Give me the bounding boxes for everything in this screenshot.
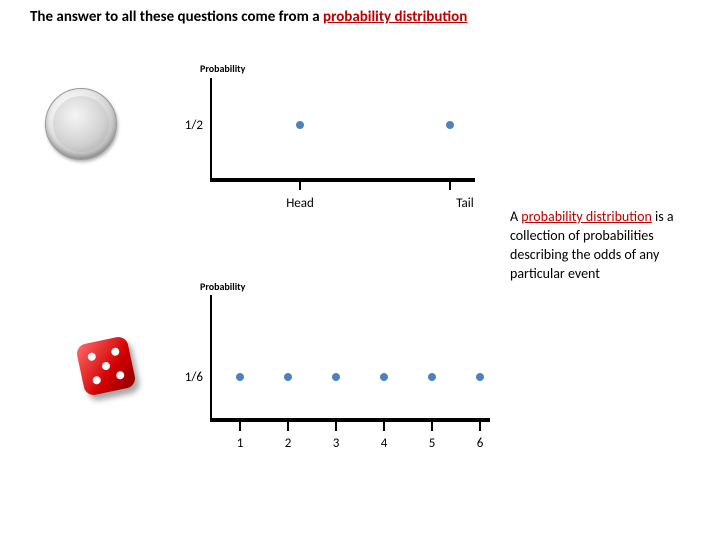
title-emph: probability distribution (323, 8, 467, 26)
definition-emph: probability distribution (521, 208, 652, 225)
definition-text: A probability distribution is a collecti… (510, 208, 680, 284)
page-title: The answer to all these questions come f… (30, 8, 467, 26)
title-text: The answer to all these questions come f… (30, 8, 323, 26)
chart2-y-axis-label: Probability (200, 280, 245, 293)
coin-image (45, 88, 117, 160)
chart1-x-label-tail: Tail (445, 196, 485, 211)
definition-pre: A (510, 208, 521, 225)
chart1-y-tick: 1/2 (175, 118, 203, 133)
die-image (75, 335, 137, 397)
chart1-plot (210, 78, 490, 198)
chart1-y-axis-label: Probability (200, 62, 245, 75)
chart1-x-label-head: Head (280, 196, 320, 211)
chart2-x-3: 3 (326, 436, 346, 451)
chart2-x-1: 1 (230, 436, 250, 451)
chart2-x-6: 6 (470, 436, 490, 451)
chart2-plot (210, 295, 510, 445)
chart2-x-4: 4 (374, 436, 394, 451)
chart2-x-5: 5 (422, 436, 442, 451)
chart2-x-2: 2 (278, 436, 298, 451)
chart2-y-tick: 1/6 (175, 370, 203, 385)
